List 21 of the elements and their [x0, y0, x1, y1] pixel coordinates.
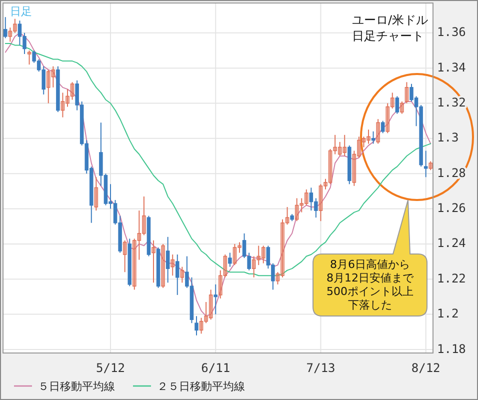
y-tick-label: 1.26 [437, 201, 466, 216]
text: 日足チャート [352, 29, 424, 43]
annotation: 500ポイント以上 [326, 285, 414, 298]
legend-label: ５日移動平均線 [38, 380, 115, 393]
y-tick-label: 1.24 [437, 236, 466, 250]
y-tick-label: 1.2 [437, 306, 459, 321]
x-tick-label: 7/13 [306, 361, 336, 375]
annotation: 8月6日高値から [330, 258, 410, 271]
y-tick-label: 1.22 [437, 271, 466, 286]
y-tick-label: 1.18 [437, 342, 466, 356]
y-tick-label: 1.3 [437, 130, 459, 145]
x-tick-label: 8/12 [411, 361, 440, 375]
legend-label: ２５日移動平均線 [157, 380, 245, 393]
annotation: 8月12日安値まで [326, 272, 414, 284]
y-tick-label: 1.36 [437, 25, 466, 40]
text: ユーロ/米ドル [352, 13, 428, 27]
annotation: 日足 [10, 5, 32, 18]
x-tick-label: 5/12 [96, 361, 125, 375]
annotation: 下落した [348, 298, 392, 312]
x-tick-label: 6/11 [201, 361, 230, 375]
y-tick-label: 1.34 [437, 60, 466, 74]
